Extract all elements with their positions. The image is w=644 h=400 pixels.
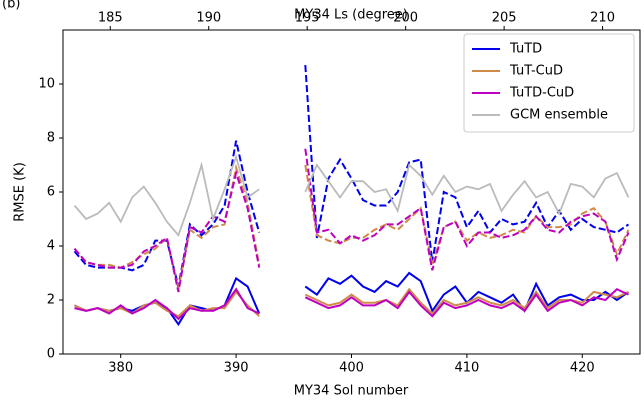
x-tick-label: 400: [339, 361, 364, 376]
legend-label: TuT-CuD: [509, 64, 563, 79]
y-axis-label: RMSE (K): [13, 162, 28, 222]
x-tick-label: 380: [108, 361, 133, 376]
y-tick-label: 2: [47, 293, 55, 308]
x-tick-label: 420: [570, 361, 595, 376]
panel-label: (b): [2, 0, 20, 12]
y-tick-label: 8: [47, 131, 55, 146]
y-tick-label: 0: [47, 347, 55, 362]
x-axis-label: MY34 Sol number: [294, 384, 409, 399]
legend-label: TuTD-CuD: [509, 86, 574, 101]
legend-label: GCM ensemble: [510, 108, 608, 123]
x2-tick-label: 190: [196, 11, 221, 26]
dashed-line: [73, 148, 630, 293]
y-tick-label: 10: [38, 77, 55, 92]
plot-frame: [62, 29, 641, 355]
x2-tick-label: 185: [98, 11, 123, 26]
line: [74, 271, 630, 327]
x2-tick-label: 210: [590, 11, 615, 26]
line: [73, 153, 630, 237]
x2-tick-label: 195: [295, 11, 320, 26]
y-tick-label: 6: [47, 185, 55, 200]
legend-label: TuTD: [509, 42, 542, 57]
x2-tick-label: 205: [492, 11, 517, 26]
legend-box: [463, 33, 635, 133]
x2-axis-label: MY34 Ls (degree): [294, 8, 408, 23]
x-tick-label: 390: [224, 361, 249, 376]
x-tick-label: 410: [454, 361, 479, 376]
y-tick-label: 4: [47, 239, 55, 254]
x2-tick-label: 200: [393, 11, 418, 26]
line: [74, 287, 629, 321]
